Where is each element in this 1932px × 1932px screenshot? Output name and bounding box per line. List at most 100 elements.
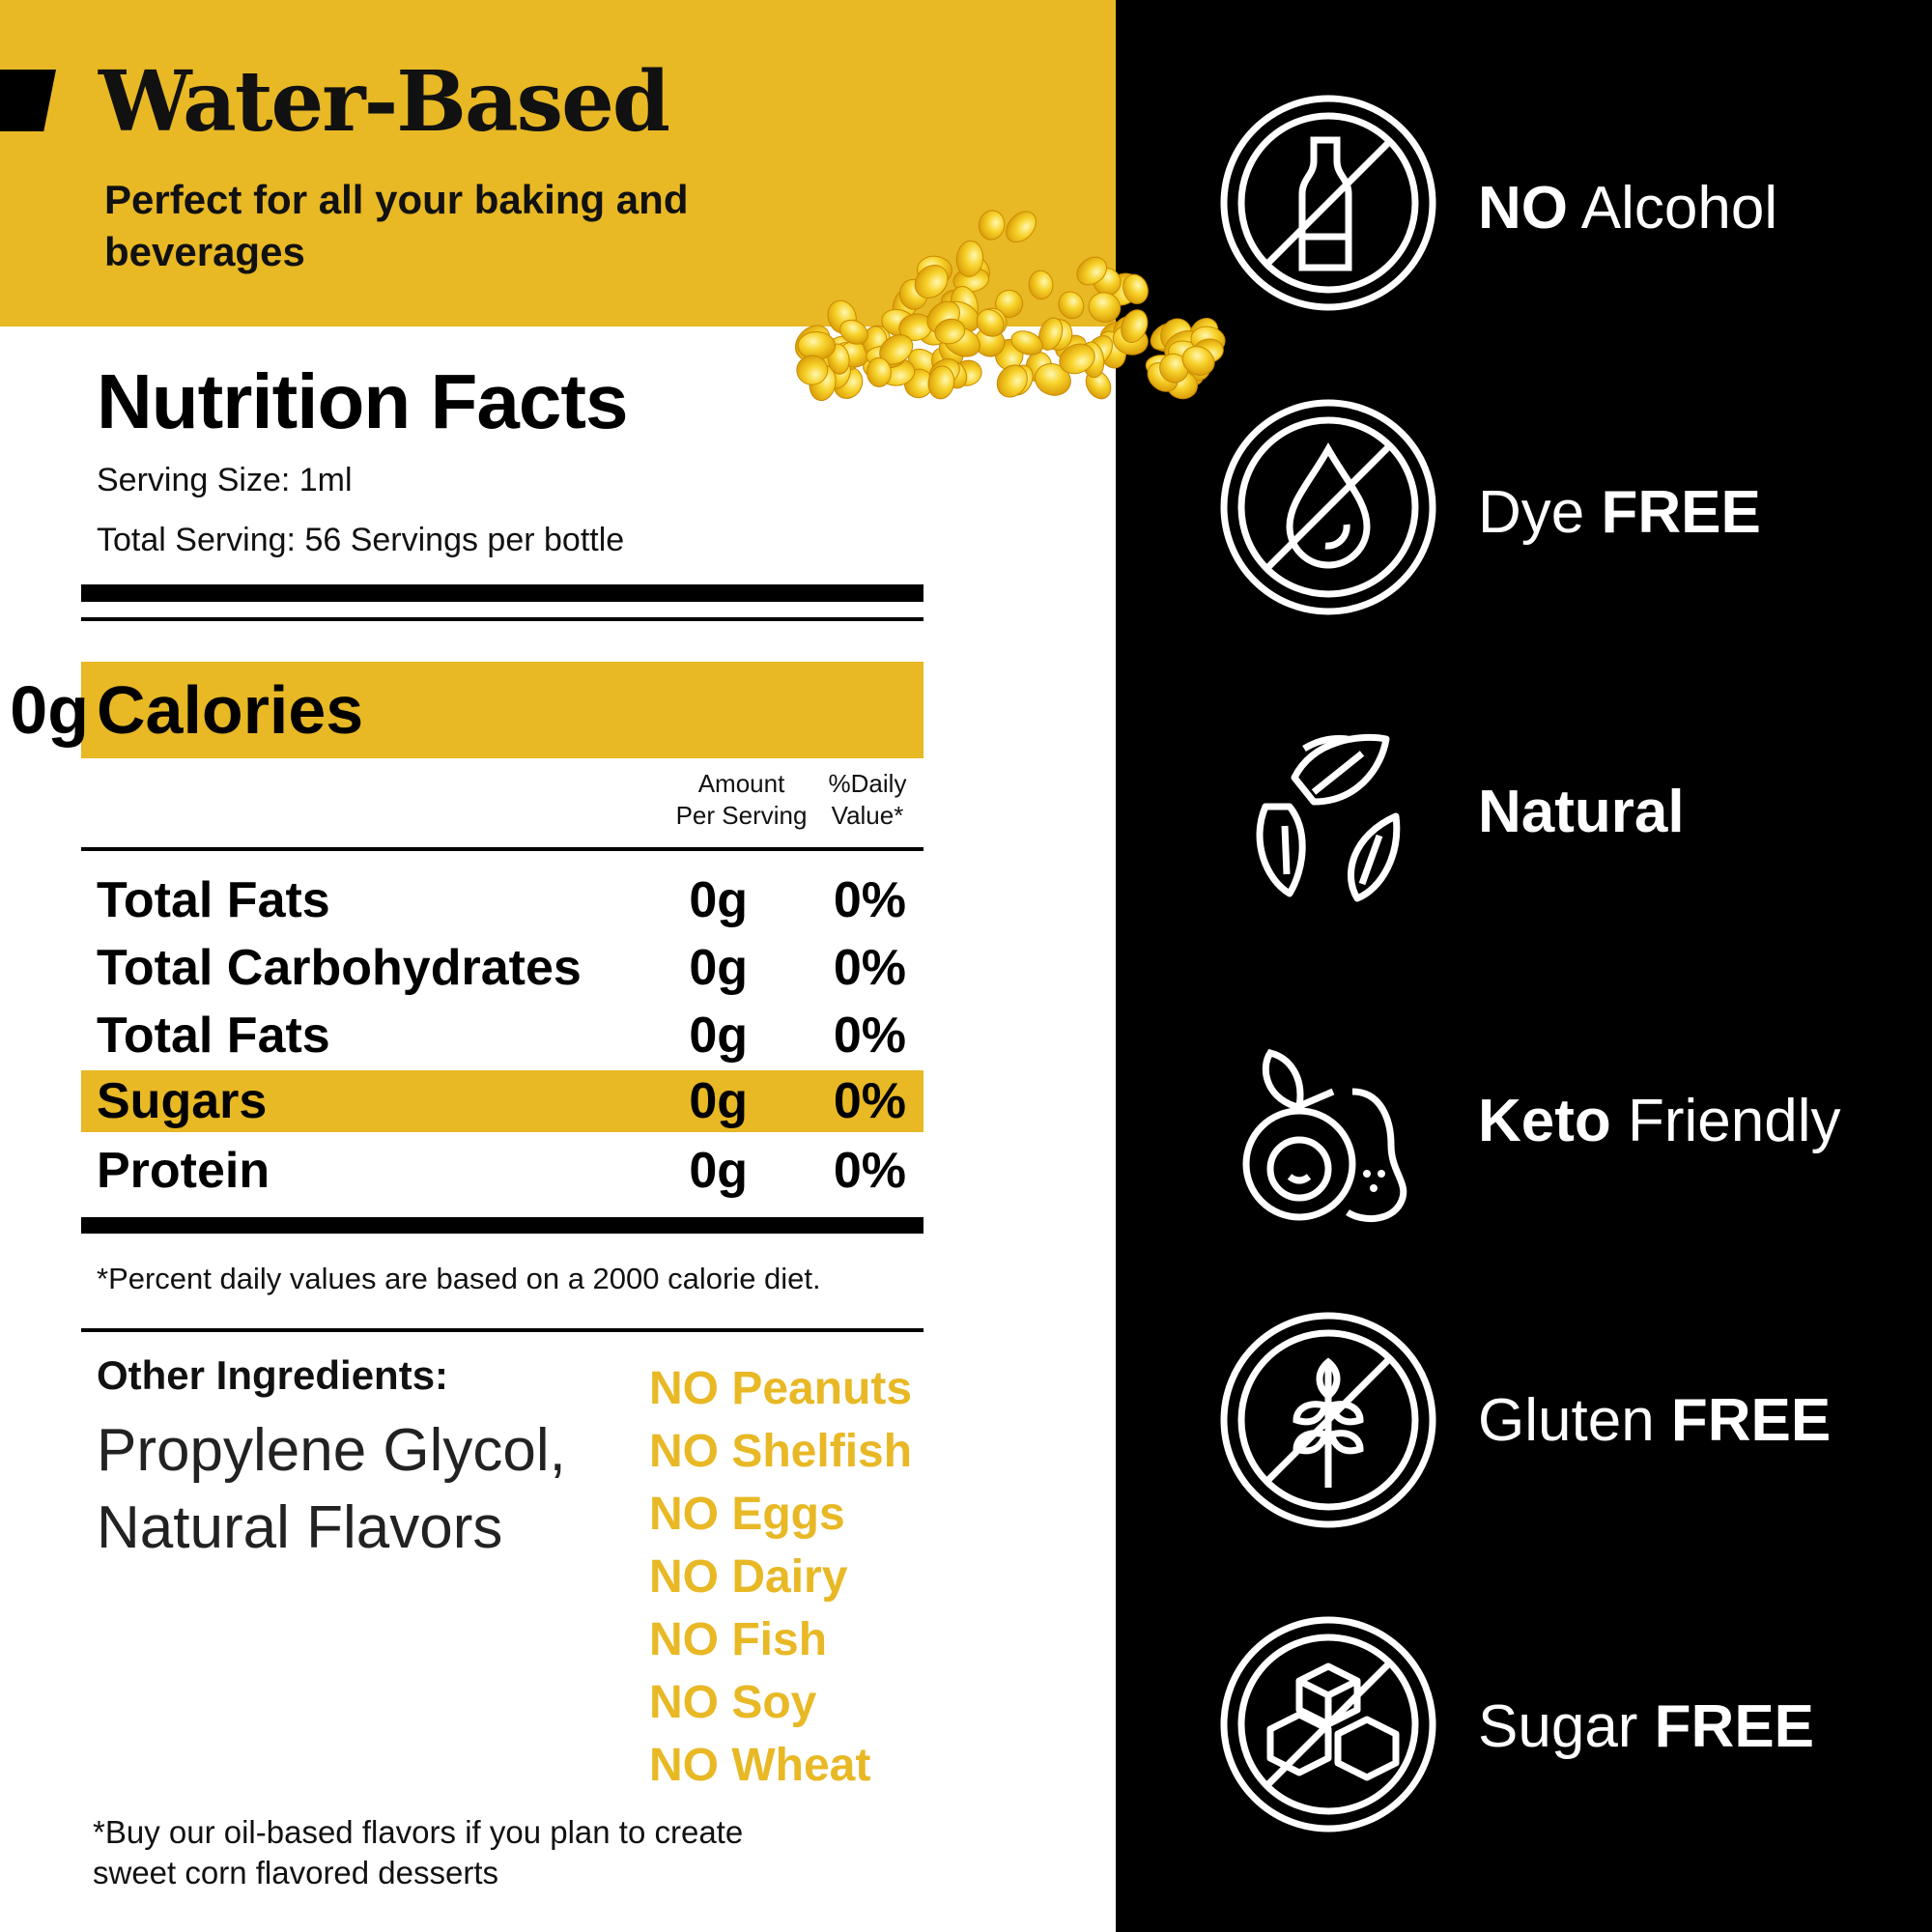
corn-kernel [839, 319, 868, 345]
badge-text: Dye [1478, 479, 1602, 546]
nutrient-name: Sugars [97, 1073, 268, 1129]
gluten-free-icon [1220, 1312, 1436, 1528]
corn-kernel [1010, 330, 1043, 355]
nutrient-dv: 0% [833, 1073, 906, 1129]
corn-kernel [796, 355, 829, 385]
nutrient-dv: 0% [833, 940, 906, 996]
corn-kernel [978, 210, 1006, 241]
badge-bold-text: FREE [1654, 1693, 1815, 1760]
nutrition-row: Total Carbohydrates 0g 0% [81, 937, 923, 1001]
corn-kernel [1059, 343, 1095, 375]
ingredient-line: Propylene Glycol, [97, 1417, 566, 1484]
badge-label-natural: Natural [1478, 778, 1685, 846]
corn-kernel [914, 265, 949, 298]
nutrient-dv: 0% [833, 1143, 906, 1199]
corn-kernel [1088, 292, 1122, 324]
other-ingredients-text: Propylene Glycol, Natural Flavors [97, 1412, 566, 1567]
badge-label-sugar-free: Sugar FREE [1478, 1692, 1814, 1761]
corn-kernel [1121, 309, 1149, 343]
allergen-item: NO Eggs [649, 1489, 845, 1540]
allergen-item: NO Fish [649, 1614, 828, 1665]
nutrition-row: Protein 0g 0% [81, 1140, 923, 1204]
calories-bar [81, 662, 923, 758]
footnote-line: *Buy our oil-based flavors if you plan t… [93, 1814, 744, 1850]
amount-column-header: Amount Per Serving [667, 768, 816, 832]
badge-label-no-alcohol: NO Alcohol [1478, 174, 1777, 242]
badge-text: Gluten [1478, 1387, 1671, 1454]
page-title: Water-Based [99, 53, 670, 151]
allergen-list: NO Peanuts NO Shelfish NO Eggs NO Dairy … [649, 1357, 912, 1797]
amount-header-line1: Amount [697, 769, 785, 798]
dv-header-line1: %Daily [828, 769, 907, 798]
serving-size: Serving Size: 1ml [97, 462, 353, 498]
corn-kernel [1037, 317, 1064, 351]
thin-divider [81, 617, 923, 621]
other-ingredients-label: Other Ingredients: [97, 1352, 449, 1398]
dv-column-header: %Daily Value* [819, 768, 916, 832]
corn-kernel [866, 356, 892, 387]
badge-text: Alcohol [1568, 175, 1778, 242]
corn-kernel [927, 365, 955, 400]
nutrient-amount: 0g [689, 940, 748, 996]
nutrition-row-highlighted: Sugars 0g 0% [81, 1070, 923, 1132]
no-alcohol-icon [1220, 95, 1436, 311]
badge-bold-text: NO [1478, 175, 1568, 242]
amount-header-line2: Per Serving [675, 801, 808, 830]
nutrient-amount: 0g [689, 872, 748, 928]
corn-kernel [976, 308, 1005, 337]
benefits-panel [1116, 0, 1932, 1932]
badge-label-dye-free: Dye FREE [1478, 478, 1761, 547]
badge-bold-text: Keto [1478, 1088, 1611, 1154]
flag-marker [0, 70, 56, 131]
corn-kernel [1181, 346, 1215, 376]
calories-value: 0g [10, 672, 89, 748]
dye-free-icon [1220, 399, 1436, 615]
badge-label-keto: Keto Friendly [1478, 1087, 1841, 1155]
corn-kernel [1076, 256, 1107, 286]
nutrient-amount: 0g [689, 1143, 748, 1199]
badge-text: Sugar [1478, 1693, 1655, 1760]
ingredients-divider [81, 1328, 923, 1332]
nutrient-name: Total Fats [97, 872, 330, 928]
corn-kernel [955, 240, 984, 277]
calories-label: Calories [97, 672, 364, 748]
page-subtitle: Perfect for all your baking and beverage… [104, 177, 689, 274]
corn-kernel [797, 330, 837, 360]
badge-text: Friendly [1610, 1088, 1841, 1154]
allergen-item: NO Dairy [649, 1551, 848, 1603]
header-divider [81, 847, 923, 851]
nutrient-dv: 0% [833, 1008, 906, 1064]
nutrient-name: Protein [97, 1143, 270, 1199]
corn-kernel [1035, 363, 1071, 396]
footnote-line: sweet corn flavored desserts [93, 1855, 499, 1890]
corn-kernel [1028, 270, 1054, 300]
corn-kernel [934, 318, 966, 345]
nutrient-name: Total Fats [97, 1008, 330, 1064]
allergen-item: NO Wheat [649, 1740, 871, 1791]
badge-bold-text: Natural [1478, 779, 1685, 845]
header-banner: Water-Based Perfect for all your baking … [0, 0, 1116, 327]
daily-value-footnote: *Percent daily values are based on a 200… [97, 1262, 821, 1295]
nutrient-amount: 0g [689, 1008, 748, 1064]
oil-based-footnote: *Buy our oil-based flavors if you plan t… [93, 1812, 962, 1893]
corn-kernel [1058, 291, 1085, 320]
badge-label-gluten-free: Gluten FREE [1478, 1386, 1831, 1455]
thick-divider [81, 584, 923, 602]
keto-avocado-icon [1242, 1049, 1407, 1223]
corn-kernel [1122, 273, 1149, 304]
thick-divider-bottom [81, 1217, 923, 1234]
nutrition-facts-title: Nutrition Facts [97, 358, 628, 444]
sugar-free-icon [1220, 1616, 1436, 1833]
corn-kernel [996, 364, 1028, 398]
corn-kernel [1006, 211, 1037, 243]
nutrient-dv: 0% [833, 872, 906, 928]
total-serving: Total Serving: 56 Servings per bottle [97, 522, 625, 558]
dv-header-line2: Value* [831, 801, 904, 830]
badge-bold-text: FREE [1670, 1387, 1832, 1454]
nutrition-row: Total Fats 0g 0% [81, 1005, 923, 1068]
nutrition-row: Total Fats 0g 0% [81, 869, 923, 933]
nutrient-amount: 0g [689, 1073, 748, 1129]
badge-bold-text: FREE [1601, 479, 1761, 546]
allergen-item: NO Shelfish [649, 1426, 913, 1477]
ingredient-line: Natural Flavors [97, 1494, 503, 1561]
